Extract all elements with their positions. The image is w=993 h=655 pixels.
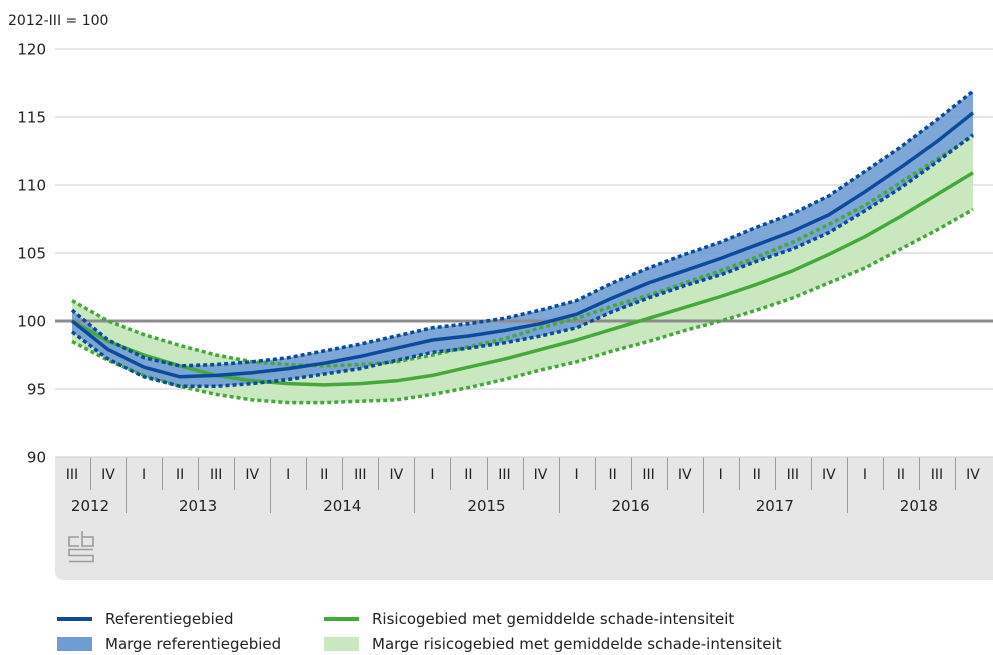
x-tick-label-quarter: IV xyxy=(966,467,980,483)
year-separator xyxy=(126,457,128,513)
y-tick-label: 110 xyxy=(17,177,46,195)
y-tick-label: 105 xyxy=(17,245,46,263)
quarter-separator xyxy=(955,457,956,490)
quarter-separator xyxy=(486,457,488,490)
year-separator xyxy=(702,457,704,513)
y-tick-label: 95 xyxy=(27,381,46,399)
legend-item-marge-risicogebied: Marge risicogebied met gemiddelde schade… xyxy=(324,634,782,654)
x-tick-label-quarter: III xyxy=(930,467,944,483)
band-fill-marge-risicogebied-met-gemiddelde-schade-intensiteit xyxy=(72,136,973,403)
legend-label: Marge risicogebied met gemiddelde schade… xyxy=(372,635,782,653)
y-tick-label: 90 xyxy=(27,449,46,467)
cbs-logo-icon xyxy=(68,531,94,563)
legend-label: Marge referentiegebied xyxy=(105,635,282,653)
x-tick-label-quarter: II xyxy=(752,467,761,483)
quarter-separator xyxy=(630,457,632,490)
legend-swatch-line xyxy=(57,617,92,621)
x-tick-label-quarter: III xyxy=(354,467,367,483)
x-tick-label-quarter: II xyxy=(175,467,185,483)
quarter-separator xyxy=(594,457,596,490)
quarter-separator xyxy=(234,457,236,490)
legend-item-risicogebied: Risicogebied met gemiddelde schade-inten… xyxy=(324,609,734,629)
legend-swatch-band xyxy=(324,637,359,651)
band-upper-edge-marge-risicogebied-met-gemiddelde-schade-intensiteit xyxy=(71,134,974,368)
legend-label: Risicogebied met gemiddelde schade-inten… xyxy=(372,610,735,628)
x-tick-label-quarter: I xyxy=(430,467,435,483)
x-tick-label-year: 2012 xyxy=(70,497,110,515)
quarter-separator xyxy=(666,457,668,490)
x-tick-label-year: 2016 xyxy=(611,497,650,515)
x-tick-label-year: 2017 xyxy=(755,497,794,515)
legend-label: Referentiegebied xyxy=(105,610,234,628)
x-tick-label-quarter: I xyxy=(718,467,723,483)
band-lower-edge-marge-referentiegebied xyxy=(70,133,975,389)
year-separator xyxy=(846,457,848,513)
x-tick-label-quarter: IV xyxy=(101,467,115,483)
year-separator xyxy=(558,457,560,513)
quarter-separator xyxy=(738,457,740,490)
x-tick-label-year: 2014 xyxy=(323,497,362,515)
x-tick-label-quarter: II xyxy=(464,467,473,483)
x-tick-label-year: 2013 xyxy=(179,497,218,515)
quarter-separator xyxy=(810,457,812,490)
y-tick-label: 120 xyxy=(17,41,46,59)
band-upper-edge-marge-referentiegebied xyxy=(70,89,975,368)
x-tick-label-quarter: IV xyxy=(677,467,692,483)
legend-item-marge-referentiegebied: Marge referentiegebied xyxy=(57,634,281,654)
quarter-separator xyxy=(306,457,308,490)
quarter-separator xyxy=(450,457,452,490)
quarter-separator xyxy=(522,457,524,490)
x-tick-label-quarter: I xyxy=(286,467,291,483)
x-tick-label-quarter: III xyxy=(65,467,79,483)
y-tick-label: 100 xyxy=(17,313,46,331)
x-tick-label-quarter: IV xyxy=(821,467,836,483)
x-tick-label-quarter: III xyxy=(642,467,655,483)
quarter-separator xyxy=(198,457,200,490)
x-tick-label-quarter: I xyxy=(574,467,579,483)
quarter-separator xyxy=(918,457,920,490)
y-tick-label: 115 xyxy=(17,109,46,127)
quarter-separator xyxy=(342,457,344,490)
x-tick-label-year: 2015 xyxy=(467,497,506,515)
x-tick-label-quarter: IV xyxy=(245,467,260,483)
x-tick-label-quarter: III xyxy=(209,467,223,483)
legend-swatch-band xyxy=(57,637,92,651)
x-tick-label-year: 2018 xyxy=(899,497,938,515)
x-tick-label-quarter: II xyxy=(320,467,329,483)
y-axis: 90 95 100 105 110 115 120 xyxy=(17,41,46,467)
quarter-separator xyxy=(90,457,91,490)
line-chart: 90 95 100 105 110 115 120 xyxy=(17,41,993,467)
x-axis-band: III IV I II III IV I II III IV I II III IV I II III IV I II… xyxy=(55,457,993,580)
band-lower-edge-marge-risicogebied-met-gemiddelde-schade-intensiteit xyxy=(71,207,974,405)
quarter-separator xyxy=(162,457,164,490)
year-separator xyxy=(414,457,416,513)
x-tick-label-quarter: IV xyxy=(389,467,404,483)
series-line-referentiegebied xyxy=(70,111,975,379)
quarter-separator xyxy=(378,457,380,490)
y-axis-unit-label: 2012-III = 100 xyxy=(8,13,109,29)
x-tick-label-quarter: II xyxy=(896,467,906,483)
x-tick-label-quarter: I xyxy=(142,467,147,483)
quarter-separator xyxy=(882,457,884,490)
quarter-separator xyxy=(774,457,776,490)
x-tick-label-quarter: II xyxy=(608,467,617,483)
x-tick-label-quarter: IV xyxy=(533,467,548,483)
legend-swatch-line xyxy=(324,617,359,621)
year-separator xyxy=(270,457,272,513)
x-tick-label-quarter: III xyxy=(498,467,511,483)
x-tick-label-quarter: I xyxy=(862,467,867,483)
x-tick-label-quarter: III xyxy=(786,467,799,483)
legend-item-referentiegebied: Referentiegebied xyxy=(57,609,234,629)
